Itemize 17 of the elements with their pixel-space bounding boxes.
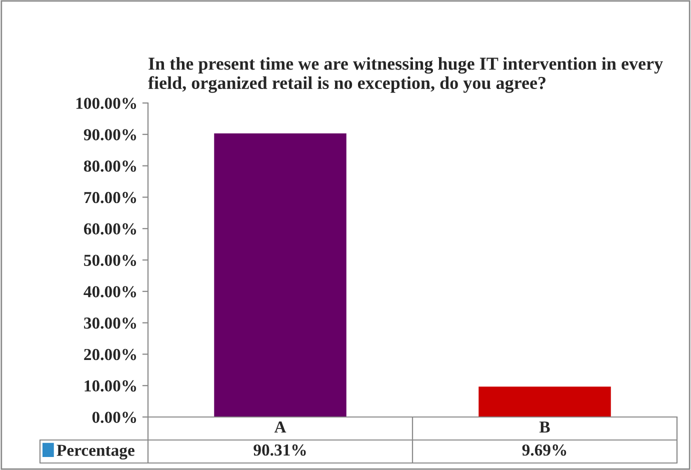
- y-tick-label: 100.00%: [76, 98, 136, 110]
- y-tick-label: 20.00%: [84, 348, 136, 360]
- chart-title: In the present time we are witnessing huge IT intervention in every field, organized retail is no exception, do you agree?: [148, 57, 663, 93]
- y-tick-label: 50.00%: [84, 254, 136, 266]
- y-tick-label: 0.00%: [92, 412, 136, 424]
- y-tick-label: 30.00%: [84, 318, 136, 329]
- y-tick-label: 60.00%: [84, 223, 136, 235]
- text: Percentage: [56, 444, 134, 460]
- x-tick-label: A: [274, 422, 286, 433]
- y-tick-label: 70.00%: [84, 192, 136, 204]
- data-label: 90.31%: [254, 444, 306, 456]
- y-tick-label: 10.00%: [84, 380, 136, 392]
- y-tick-label: 40.00%: [84, 286, 136, 298]
- x-tick-label: B: [539, 422, 550, 433]
- data-label: 9.69%: [522, 444, 566, 456]
- y-tick-label: 80.00%: [84, 160, 136, 172]
- y-tick-label: 90.00%: [84, 129, 136, 140]
